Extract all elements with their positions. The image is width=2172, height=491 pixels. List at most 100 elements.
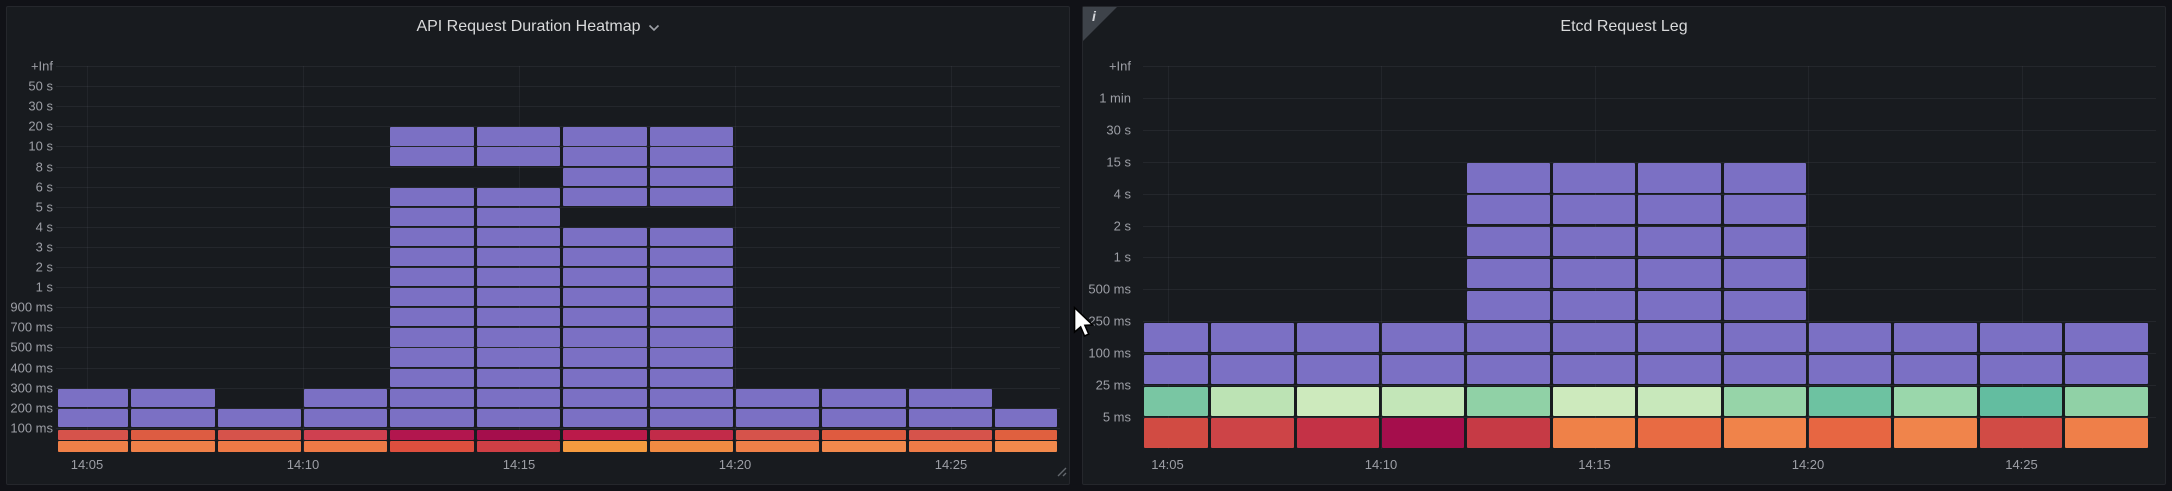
panel-title-bar[interactable]: API Request Duration Heatmap — [7, 7, 1069, 47]
heatmap-cell — [649, 247, 733, 267]
heatmap-cell — [1467, 227, 1550, 257]
heatmap-cell — [390, 308, 474, 327]
heatmap-cell — [736, 408, 820, 427]
gridline-horizontal — [56, 86, 1060, 88]
heatmap-cell — [1211, 418, 1294, 448]
heatmap-cell — [1638, 322, 1721, 353]
heatmap-cell — [1894, 418, 1977, 448]
heatmap-cell — [649, 328, 733, 347]
heatmap-cell — [476, 147, 561, 166]
heatmap-cell — [822, 388, 906, 407]
y-axis-label: 6 s — [35, 179, 53, 195]
heatmap-cell — [1552, 386, 1636, 416]
heatmap-cell — [736, 388, 820, 407]
heatmap-cell — [1552, 290, 1636, 321]
gridline-horizontal — [56, 307, 1060, 309]
gridline-horizontal — [56, 327, 1060, 329]
heatmap-cell — [1296, 354, 1379, 384]
heatmap-cell — [649, 147, 733, 166]
heatmap-cell — [563, 429, 647, 440]
heatmap-cell — [2065, 322, 2148, 353]
x-axis-label: 14:05 — [1151, 457, 1184, 472]
heatmap-cell — [390, 127, 474, 146]
heatmap-cell — [563, 388, 647, 407]
heatmap-cell — [476, 408, 561, 427]
heatmap-cell — [1467, 322, 1550, 353]
heatmap-cell — [822, 429, 906, 440]
heatmap-cell — [1382, 322, 1465, 353]
heatmap-cell — [1296, 418, 1379, 448]
heatmap-cell — [995, 429, 1057, 440]
panel-title[interactable]: API Request Duration Heatmap — [416, 18, 641, 35]
heatmap-cell — [822, 408, 906, 427]
heatmap-cell — [390, 288, 474, 307]
heatmap-cell — [476, 227, 561, 247]
gridline-vertical — [1381, 66, 1382, 449]
heatmap-cell — [1809, 418, 1892, 448]
heatmap-cell — [1894, 322, 1977, 353]
y-axis-label: +Inf — [30, 58, 53, 74]
heatmap-cell — [131, 388, 215, 407]
heatmap-cell — [1723, 227, 1806, 257]
gridline-horizontal — [1143, 353, 2156, 355]
y-axis-label: 5 s — [35, 199, 53, 215]
y-axis-label: 8 s — [35, 159, 53, 174]
gridline-horizontal — [56, 287, 1060, 289]
heatmap-cell — [476, 247, 561, 267]
gridline-horizontal — [56, 166, 1060, 168]
heatmap-cell — [563, 167, 647, 186]
gridline-horizontal — [1143, 161, 2156, 163]
heatmap-cell — [476, 441, 561, 452]
gridline-horizontal — [56, 267, 1060, 268]
panel-resize-handle[interactable] — [1054, 464, 1067, 482]
heatmap-cell — [736, 441, 820, 452]
heatmap-cell — [649, 348, 733, 367]
gridline-horizontal — [56, 387, 1060, 389]
gridline-horizontal — [56, 206, 1060, 208]
heatmap-cell — [1723, 386, 1806, 416]
heatmap-cell — [563, 328, 647, 347]
heatmap-cell — [57, 388, 129, 407]
heatmap-cell — [217, 441, 301, 452]
heatmap-cell — [57, 408, 129, 427]
heatmap-cell — [1144, 386, 1209, 416]
heatmap-cell — [649, 167, 733, 186]
heatmap-cell — [563, 368, 647, 387]
gridline-vertical — [735, 66, 736, 452]
y-axis-label: 30 s — [1106, 122, 1131, 138]
gridline-vertical — [951, 66, 952, 452]
heatmap-cell — [390, 268, 474, 287]
heatmap-cell — [736, 429, 820, 440]
heatmap-cell — [390, 348, 474, 367]
x-axis-label: 14:25 — [934, 457, 968, 472]
heatmap-cell — [563, 147, 647, 166]
gridline-horizontal — [1143, 97, 2156, 99]
info-icon[interactable]: i — [1092, 8, 1096, 24]
gridline-horizontal — [1143, 416, 2156, 418]
heatmap-cell — [390, 328, 474, 347]
heatmap-cell — [1467, 290, 1550, 321]
y-axis-label: 2 s — [1113, 218, 1131, 233]
heatmap-cell — [995, 441, 1057, 452]
heatmap-cell — [1211, 354, 1294, 384]
heatmap-cell — [476, 127, 561, 146]
y-axis-label: 400 ms — [10, 360, 53, 375]
heatmap-cell — [1723, 322, 1806, 353]
heatmap-cell — [131, 441, 215, 452]
heatmap-cell — [476, 308, 561, 327]
heatmap-cell — [563, 308, 647, 327]
chevron-down-icon[interactable] — [648, 24, 660, 32]
heatmap-cell — [476, 429, 561, 440]
heatmap-cell — [649, 127, 733, 146]
gridline-vertical — [87, 66, 88, 452]
heatmap-cell — [217, 408, 301, 427]
heatmap-cell — [390, 207, 474, 226]
panel-title-bar[interactable]: Etcd Request Leg — [1083, 7, 2165, 47]
heatmap-cell — [1809, 386, 1892, 416]
heatmap-cell — [1809, 354, 1892, 384]
gridline-horizontal — [1143, 66, 2156, 67]
heatmap-plot[interactable]: +Inf 1 min 30 s 15 s 4 s 2 s 1 s 500 ms 250 ms 10… — [1083, 7, 2165, 484]
panel-title[interactable]: Etcd Request Leg — [1560, 18, 1688, 35]
heatmap-plot[interactable]: +Inf 50 s 30 s 20 s 10 s 8 s 6 s 5 s 4 s 3 s 2 s 1 … — [7, 7, 1069, 484]
heatmap-cell — [1467, 418, 1550, 448]
